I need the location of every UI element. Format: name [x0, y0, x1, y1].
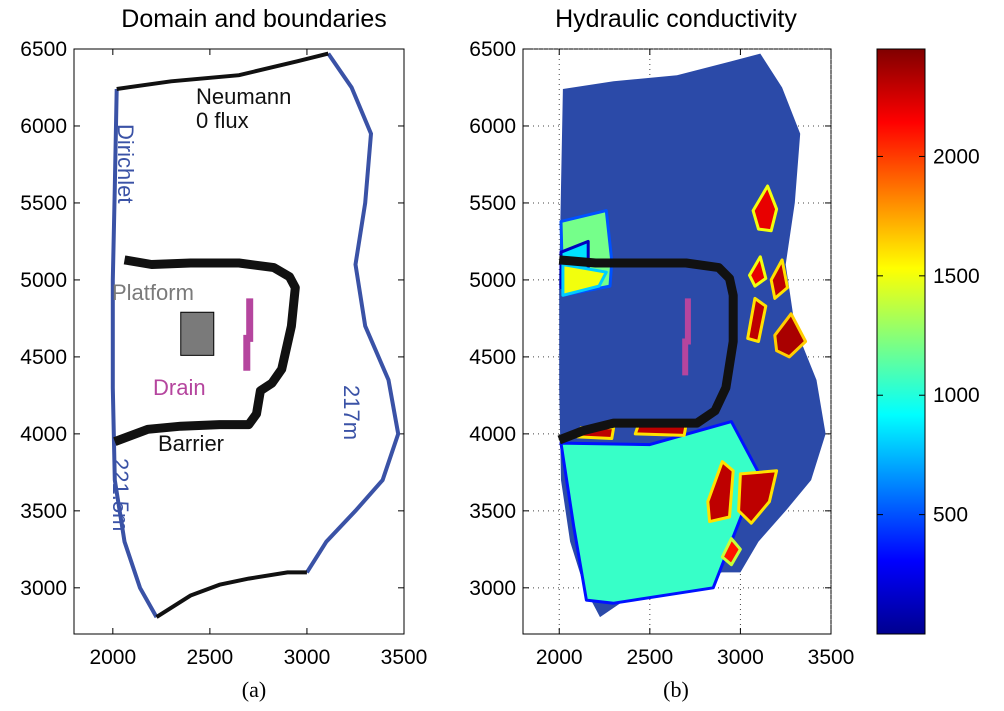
panel-a-title: Domain and boundaries [121, 5, 386, 33]
label-drain: Drain [153, 375, 206, 400]
colorbar-tick-label: 1500 [933, 265, 980, 288]
y-tick-label: 6500 [469, 38, 516, 61]
x-tick-label: 3500 [381, 646, 428, 669]
label-zero-flux: 0 flux [196, 108, 249, 133]
x-tick-label: 3000 [717, 646, 764, 669]
right-boundary-217m [305, 52, 401, 574]
platform-rect [180, 311, 215, 356]
y-tick-label: 3500 [20, 500, 67, 523]
conductivity-region-12 [773, 312, 808, 359]
colorbar-ticks: 500 1000 1500 2000 [877, 145, 980, 527]
panel-a-caption: (a) [242, 677, 266, 702]
barrier-line [113, 255, 300, 446]
bottom-boundary [155, 570, 307, 619]
y-tick-label: 5000 [469, 269, 516, 292]
dirichlet-boundary [110, 88, 159, 619]
panel-a-y-axis: 3000 3500 4000 4500 5000 5500 6000 6500 [20, 38, 404, 600]
x-tick-label: 2500 [626, 646, 673, 669]
colorbar-tick-label: 2000 [933, 145, 980, 168]
conductivity-region-3 [561, 263, 608, 297]
colorbar: 500 1000 1500 2000 [876, 48, 980, 635]
neumann-boundary [116, 51, 329, 91]
y-tick-label: 5500 [20, 192, 67, 215]
y-tick-label: 5500 [469, 192, 516, 215]
label-217m: 217m [339, 385, 364, 440]
y-tick-label: 3000 [469, 577, 516, 600]
x-tick-label: 2000 [89, 646, 136, 669]
x-tick-label: 2000 [536, 646, 583, 669]
y-tick-label: 4500 [469, 346, 516, 369]
y-tick-label: 4000 [20, 423, 67, 446]
conductivity-region-13 [720, 537, 742, 567]
y-tick-label: 6000 [20, 115, 67, 138]
conductivity-region-0 [559, 420, 760, 605]
x-tick-label: 3000 [284, 646, 331, 669]
drain-line [243, 298, 254, 371]
y-tick-label: 3500 [469, 500, 516, 523]
panel-a: Domain and boundaries 2000 2500 3000 3500 3… [20, 5, 427, 702]
conductivity-region-7 [737, 469, 779, 525]
label-barrier: Barrier [158, 431, 224, 456]
colorbar-gradient [876, 48, 926, 635]
label-platform: Platform [112, 280, 194, 305]
label-dirichlet: Dirichlet [113, 124, 138, 203]
panel-a-plot [110, 51, 401, 619]
conductivity-region-10 [769, 258, 789, 300]
colorbar-tick-label: 1000 [933, 384, 980, 407]
y-tick-label: 6500 [20, 38, 67, 61]
panel-a-x-axis: 2000 2500 3000 3500 [89, 49, 427, 669]
conductivity-region-9 [748, 255, 768, 288]
conductivity-region-8 [751, 184, 779, 233]
conductivity-region-11 [746, 296, 768, 343]
barrier-line-b [557, 255, 738, 445]
y-tick-label: 4500 [20, 346, 67, 369]
panel-b: Hydraulic conductivity 2000 2500 3000 3500 … [469, 5, 854, 702]
panel-b-title: Hydraulic conductivity [555, 5, 797, 33]
y-tick-label: 3000 [20, 577, 67, 600]
label-221-5m: 221.5m [108, 458, 133, 531]
label-neumann: Neumann [196, 84, 291, 109]
y-tick-label: 5000 [20, 269, 67, 292]
drain-line-b [682, 298, 691, 376]
y-tick-label: 6000 [469, 115, 516, 138]
panel-b-y-axis: 3000 3500 4000 4500 5000 5500 6000 6500 [469, 38, 831, 600]
panel-b-caption: (b) [663, 677, 689, 702]
panel-b-x-axis: 2000 2500 3000 3500 [536, 49, 854, 669]
panel-a-axes [73, 48, 405, 635]
colorbar-tick-label: 500 [933, 504, 968, 527]
x-tick-label: 2500 [187, 646, 234, 669]
y-tick-label: 4000 [469, 423, 516, 446]
x-tick-label: 3500 [808, 646, 855, 669]
conductivity-region-6 [706, 460, 735, 524]
panel-b-plot [557, 53, 826, 618]
